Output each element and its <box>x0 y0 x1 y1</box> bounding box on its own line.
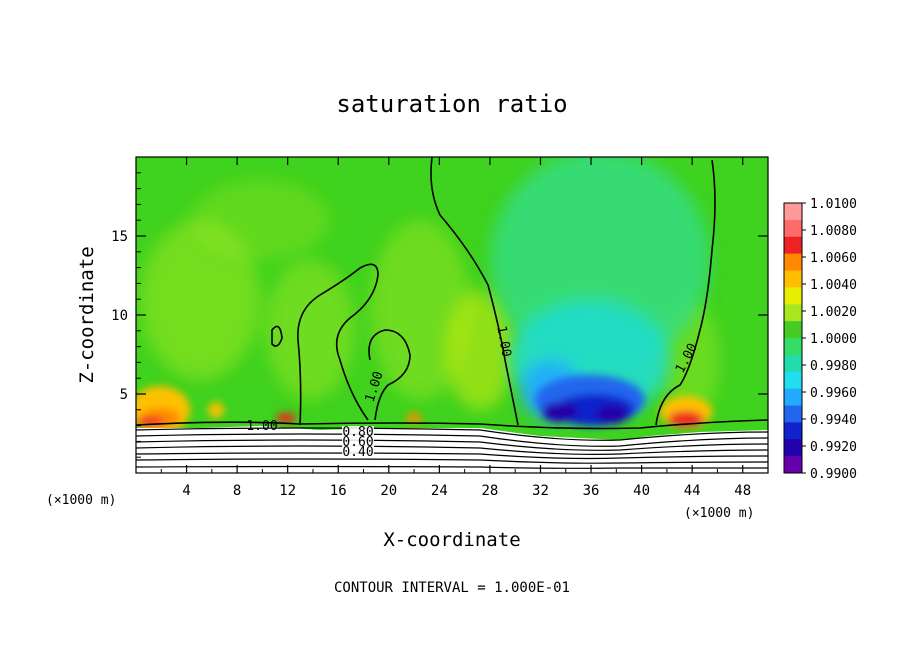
x-axis-label: X-coordinate <box>383 529 520 551</box>
x-tick-label-9: 40 <box>633 483 650 499</box>
lower-contour-6 <box>136 458 768 464</box>
contour-label-2: 1.00 <box>493 325 513 358</box>
field-patch-blue-3 <box>542 402 578 422</box>
colorbar-swatch-7 <box>784 321 802 339</box>
contour-1-00-left <box>297 263 379 426</box>
y-tick-label-0: 5 <box>120 387 128 403</box>
lower-contour-2 <box>136 433 768 447</box>
colorbar-swatch-14 <box>784 439 802 457</box>
colorbar-swatch-2 <box>784 236 802 255</box>
x-tick-label-7: 32 <box>532 483 549 499</box>
contour-label-bg-6 <box>342 446 374 458</box>
x-tick-label-4: 20 <box>380 483 397 499</box>
contour-1-00-small <box>271 325 283 347</box>
colorbar-label-3: 1.0040 <box>810 278 857 293</box>
colorbar-swatch-15 <box>784 456 802 474</box>
field-patch-warm-5 <box>208 402 224 418</box>
chart-title: saturation ratio <box>336 90 567 118</box>
lower-contour-5 <box>136 452 768 460</box>
colorbar-swatch-9 <box>784 354 802 373</box>
colorbar-swatch-4 <box>784 270 802 288</box>
colorbar-label-5: 1.0000 <box>810 332 857 347</box>
colorbar-label-4: 1.0020 <box>810 305 857 320</box>
field-patch-light-1 <box>140 220 260 380</box>
x-tick-label-5: 24 <box>431 483 448 499</box>
contour-1-00-right <box>655 159 716 426</box>
field-patch-blue-4 <box>596 405 628 423</box>
x-tick-label-3: 16 <box>330 483 347 499</box>
y-axis-label: Z-coordinate <box>76 246 98 383</box>
x-tick-label-2: 12 <box>279 483 296 499</box>
heatmap-field <box>136 157 768 473</box>
colorbar-swatch-13 <box>784 422 802 440</box>
field-lower-region <box>136 426 768 473</box>
lower-contour-7 <box>136 465 768 469</box>
x-unit-right: (×1000 m) <box>684 506 754 521</box>
contour-interval-note: CONTOUR INTERVAL = 1.000E-01 <box>334 580 570 596</box>
colorbar-swatch-5 <box>784 287 802 305</box>
contour-label-bg-4 <box>342 426 374 438</box>
y-tick-label-2: 15 <box>111 229 128 245</box>
x-tick-label-1: 8 <box>233 483 241 499</box>
colorbar-label-2: 1.0060 <box>810 251 857 266</box>
lower-contour-3 <box>136 439 768 451</box>
contour-1-00-inner <box>368 329 411 421</box>
lower-contour-4 <box>136 445 768 455</box>
colorbar-swatch-3 <box>784 253 802 271</box>
x-tick-label-8: 36 <box>583 483 600 499</box>
y-tick-label-1: 10 <box>111 308 128 324</box>
colorbar-label-1: 1.0080 <box>810 224 857 239</box>
colorbar-label-6: 0.9980 <box>810 359 857 374</box>
colorbar-swatch-0 <box>784 203 802 221</box>
colorbar-label-9: 0.9920 <box>810 440 857 455</box>
colorbar-label-10: 0.9900 <box>810 467 857 482</box>
contour-1-00-center <box>430 157 519 426</box>
x-axis-ticks: 4 8 12 16 20 24 28 32 36 40 44 48 <box>160 157 751 499</box>
colorbar-swatch-6 <box>784 304 802 322</box>
contour-label-0: 1.00 <box>246 419 277 434</box>
x-unit-left: (×1000 m) <box>46 493 116 508</box>
colorbar-label-8: 0.9940 <box>810 413 857 428</box>
field-patch-light-3 <box>370 220 470 400</box>
colorbar-swatch-11 <box>784 388 802 406</box>
contour-1-00-surface <box>136 419 768 430</box>
field-patch-light-5 <box>190 180 330 260</box>
colorbar-swatch-1 <box>784 219 802 238</box>
x-tick-label-10: 44 <box>684 483 701 499</box>
lower-contour-1 <box>136 427 768 441</box>
x-tick-label-0: 4 <box>182 483 190 499</box>
field-patch-warm-7 <box>406 413 422 423</box>
field-patch-light-2 <box>265 260 355 400</box>
contour-label-6: 0.40 <box>342 445 373 460</box>
x-tick-label-11: 48 <box>734 483 751 499</box>
colorbar-swatch-10 <box>784 371 802 390</box>
contour-label-bg-5 <box>342 436 374 448</box>
colorbar-label-7: 0.9960 <box>810 386 857 401</box>
x-tick-label-6: 28 <box>481 483 498 499</box>
colorbar: 1.0100 1.0080 1.0060 1.0040 1.0020 1.0000 0.99… <box>783 197 857 482</box>
colorbar-label-0: 1.0100 <box>810 197 857 212</box>
colorbar-swatch-12 <box>784 405 802 423</box>
y-axis-ticks: 5 10 15 <box>111 172 768 458</box>
field-patch-warm-6 <box>276 413 296 423</box>
colorbar-swatch-8 <box>784 338 802 356</box>
